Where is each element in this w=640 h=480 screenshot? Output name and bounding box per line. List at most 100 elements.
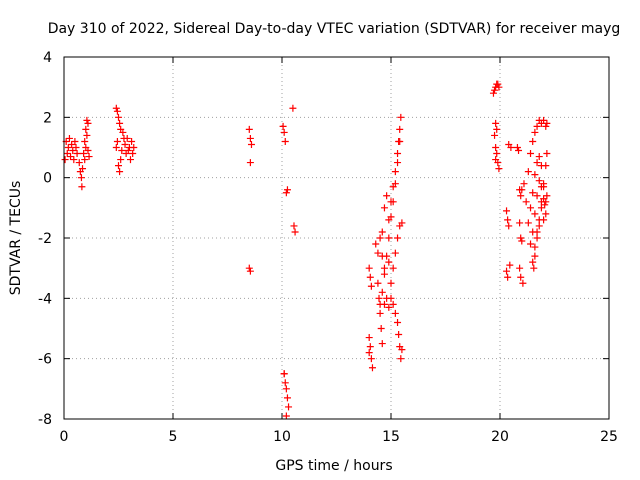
y-tick-label: -6	[38, 352, 52, 368]
data-point	[289, 104, 297, 112]
data-point	[517, 192, 525, 200]
data-point	[520, 180, 528, 188]
data-point	[280, 370, 288, 378]
data-point	[391, 249, 399, 257]
ticks: 0 5 10 15 20 25 -8 -6 -4 -2 0 2 4	[38, 50, 618, 445]
data-point	[518, 186, 526, 194]
data-point	[513, 144, 521, 151]
data-point	[283, 394, 291, 402]
data-point	[531, 171, 539, 179]
data-point	[81, 156, 89, 164]
data-point	[515, 147, 523, 155]
data-point	[282, 385, 290, 393]
data-point	[531, 210, 539, 218]
data-point	[542, 210, 550, 218]
data-point	[279, 122, 287, 130]
data-point	[128, 137, 136, 145]
data-point	[283, 186, 291, 194]
x-tick-label: 15	[382, 429, 400, 445]
data-point	[68, 140, 76, 148]
data-point	[489, 89, 497, 97]
data-point	[372, 240, 380, 248]
data-point	[285, 403, 293, 411]
data-point	[518, 237, 526, 245]
data-point	[367, 282, 375, 290]
data-point	[531, 128, 539, 136]
data-point	[491, 86, 499, 94]
data-point	[529, 189, 537, 197]
data-point	[529, 137, 537, 145]
data-point	[123, 134, 131, 142]
data-point	[84, 119, 92, 127]
data-point	[543, 192, 551, 200]
data-point	[540, 216, 548, 224]
data-point	[71, 137, 79, 145]
data-point	[246, 134, 254, 142]
data-point	[394, 318, 402, 326]
data-point	[365, 264, 373, 272]
data-point	[61, 156, 69, 164]
data-point	[246, 267, 254, 275]
data-point	[387, 213, 395, 221]
data-point	[389, 264, 397, 272]
data-point	[75, 159, 83, 167]
data-point	[527, 204, 535, 212]
data-point	[524, 219, 532, 227]
data-point	[494, 80, 502, 88]
data-point	[398, 346, 406, 354]
data-point	[374, 249, 382, 257]
data-point	[396, 137, 404, 145]
data-point	[533, 159, 541, 167]
data-point	[378, 340, 386, 348]
data-point	[282, 412, 290, 420]
data-point	[73, 150, 81, 158]
data-point	[492, 144, 500, 151]
data-point	[69, 147, 77, 155]
data-point	[246, 159, 254, 167]
data-point	[380, 300, 388, 308]
data-point	[80, 150, 88, 158]
data-point	[126, 156, 134, 164]
data-point	[116, 168, 124, 176]
data-point	[280, 128, 288, 136]
data-point	[290, 222, 298, 230]
data-point	[493, 150, 501, 158]
data-point	[396, 125, 404, 133]
data-point	[378, 252, 386, 260]
data-point	[387, 294, 395, 302]
data-point	[377, 325, 385, 332]
x-tick-label: 20	[491, 429, 509, 445]
data-point	[531, 252, 539, 260]
x-axis-label: GPS time / hours	[275, 458, 392, 474]
data-point	[389, 198, 397, 206]
data-point	[492, 119, 500, 127]
data-point	[365, 334, 373, 342]
data-point	[78, 183, 86, 191]
data-point	[383, 192, 391, 200]
data-point	[245, 125, 253, 133]
data-point	[517, 273, 525, 281]
data-point	[540, 116, 548, 124]
data-point	[537, 162, 545, 170]
data-point	[397, 113, 405, 121]
data-point	[492, 156, 500, 164]
data-point	[533, 122, 541, 130]
y-tick-label: -8	[38, 412, 52, 428]
data-point	[516, 219, 524, 227]
data-point	[533, 234, 541, 242]
data-point	[380, 270, 388, 278]
data-point	[63, 150, 71, 158]
data-point	[366, 343, 374, 351]
x-tick-label: 0	[60, 429, 69, 445]
data-point	[537, 183, 545, 191]
data-point	[84, 147, 92, 155]
data-point	[70, 156, 78, 164]
data-point	[129, 150, 137, 158]
data-point	[85, 153, 93, 161]
data-point	[245, 264, 253, 272]
data-point	[72, 144, 80, 151]
data-point	[542, 122, 550, 130]
data-point	[116, 119, 124, 127]
data-point	[397, 355, 405, 363]
data-point	[113, 107, 121, 115]
